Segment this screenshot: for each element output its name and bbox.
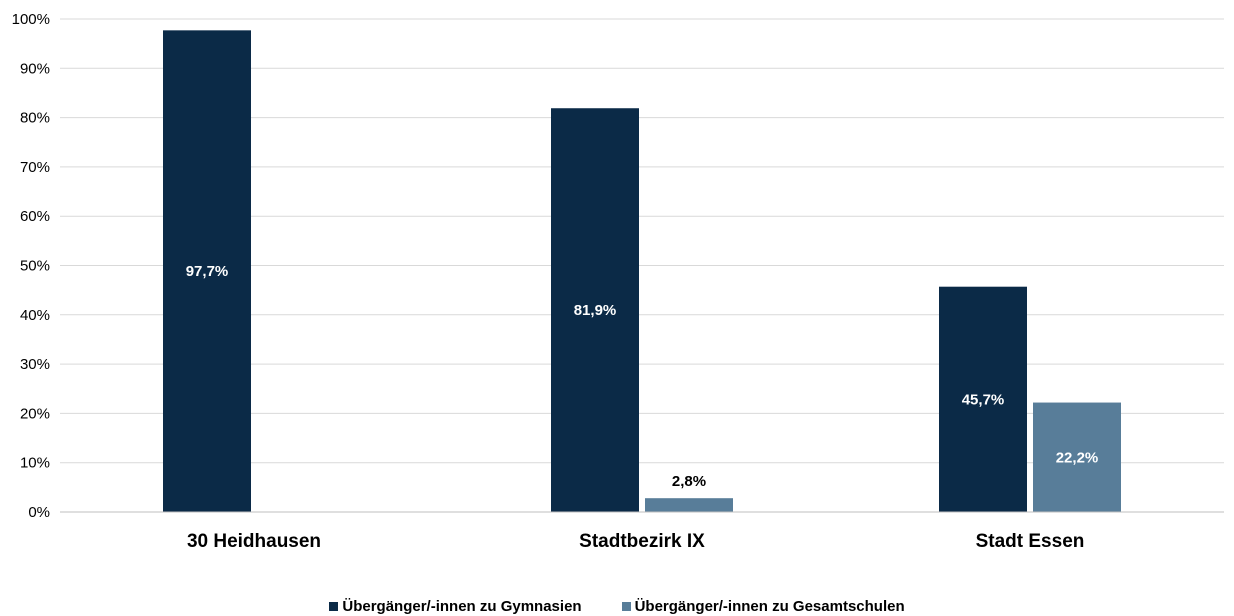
- legend-label-gymnasien: Übergänger/-innen zu Gymnasien: [342, 597, 582, 615]
- bar-gymnasien: [551, 108, 639, 512]
- bar-gymnasien: [939, 286, 1027, 512]
- bar-gymnasien: [163, 30, 251, 513]
- y-tick-label: 90%: [20, 60, 50, 77]
- legend-item-gymnasien: Übergänger/-innen zu Gymnasien: [329, 596, 582, 616]
- x-category-label: Stadtbezirk IX: [579, 531, 705, 552]
- gridlines: [60, 18, 1224, 464]
- y-tick-label: 70%: [20, 159, 50, 176]
- data-labels: 97,7% 81,9% 2,8% 45,7% 22,2%: [186, 263, 1099, 490]
- legend-swatch-gymnasien: [329, 601, 339, 611]
- y-tick-label: 50%: [20, 258, 50, 275]
- legend-item-gesamtschulen: Übergänger/-innen zu Gesamtschulen: [621, 596, 905, 616]
- legend: Übergänger/-innen zu Gymnasien Übergänge…: [0, 596, 1234, 616]
- x-axis: 30 Heidhausen Stadtbezirk IX Stadt Essen: [60, 511, 1224, 552]
- bar-chart: 0% 10% 20% 30% 40% 50% 60% 70% 80% 90% 100% 97,7% 8…: [12, 11, 1224, 552]
- y-tick-label: 30%: [20, 356, 50, 373]
- y-tick-label: 60%: [20, 208, 50, 225]
- bar-gesamtschulen: [1033, 402, 1121, 512]
- data-label: 81,9%: [574, 302, 617, 319]
- data-label: 97,7%: [186, 263, 229, 280]
- x-category-label: 30 Heidhausen: [187, 531, 321, 552]
- x-category-label: Stadt Essen: [976, 531, 1085, 552]
- legend-label-gesamtschulen: Übergänger/-innen zu Gesamtschulen: [634, 597, 905, 615]
- y-tick-label: 100%: [12, 11, 50, 28]
- y-tick-label: 10%: [20, 455, 50, 472]
- y-tick-label: 0%: [28, 504, 50, 521]
- data-label: 22,2%: [1056, 449, 1099, 466]
- bar-gesamtschulen: [645, 498, 733, 512]
- y-tick-label: 80%: [20, 110, 50, 127]
- y-axis: 0% 10% 20% 30% 40% 50% 60% 70% 80% 90% 100%: [12, 11, 50, 521]
- data-label: 2,8%: [672, 473, 706, 490]
- legend-swatch-gesamtschulen: [621, 601, 631, 611]
- data-label: 45,7%: [962, 391, 1005, 408]
- y-tick-label: 40%: [20, 307, 50, 324]
- y-tick-label: 20%: [20, 405, 50, 422]
- bars: [163, 30, 1121, 513]
